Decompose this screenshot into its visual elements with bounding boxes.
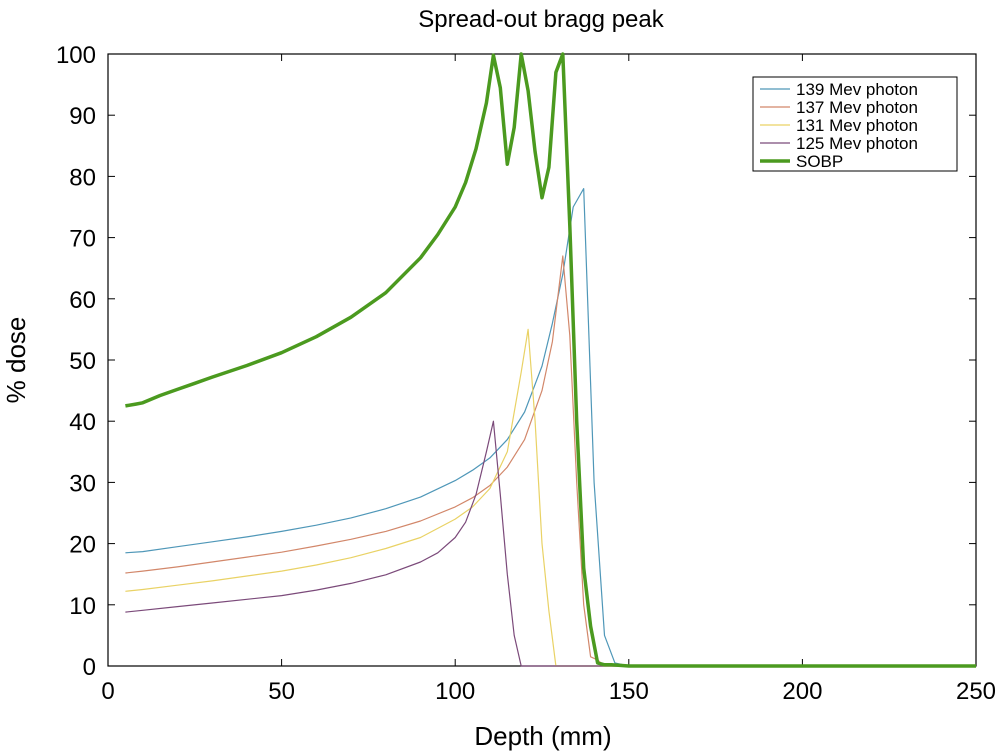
axis-ticks: 0 50 100 150 200 250 0 10 20 30 40 50 60 70 80 90 100 [56,42,996,705]
y-tick-label: 40 [69,409,96,436]
y-tick-label: 20 [69,532,96,559]
y-tick-label: 0 [83,654,96,681]
y-tick-label: 70 [69,226,96,253]
legend-label-3: 125 Mev photon [796,134,918,153]
x-tick-label: 150 [609,678,649,705]
series-lines [125,52,976,668]
legend-label-1: 137 Mev photon [796,98,918,117]
x-tick-label: 250 [956,678,996,705]
x-tick-label: 0 [101,678,114,705]
y-tick-label: 10 [69,593,96,620]
y-tick-label: 80 [69,164,96,191]
series-line-4 [125,52,976,668]
series-line-2 [125,328,976,667]
series-line-0 [125,188,976,667]
y-axis-label: % dose [1,317,31,404]
x-axis-label: Depth (mm) [474,721,611,751]
y-tick-label: 30 [69,470,96,497]
x-tick-label: 100 [435,678,475,705]
legend-label-0: 139 Mev photon [796,80,918,99]
y-tick-label: 60 [69,287,96,314]
legend-label-2: 131 Mev photon [796,116,918,135]
series-line-1 [125,255,976,667]
series-line-3 [125,420,976,667]
legend-box [752,76,958,172]
y-tick-label: 100 [56,42,96,69]
y-tick-label: 50 [69,348,96,375]
y-tick-label: 90 [69,103,96,130]
chart-title: Spread-out bragg peak [418,6,665,33]
x-tick-label: 200 [782,678,822,705]
legend-label-4: SOBP [796,152,843,171]
x-tick-label: 50 [268,678,295,705]
